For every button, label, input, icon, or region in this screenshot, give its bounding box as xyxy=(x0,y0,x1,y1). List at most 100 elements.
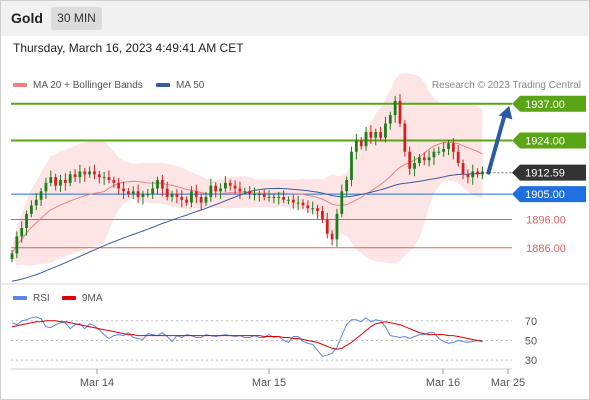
rsi-ma-label: 9MA xyxy=(82,293,103,304)
candle-body xyxy=(257,194,261,196)
legend-ma50: MA 50 xyxy=(156,80,204,91)
candle-body xyxy=(131,191,135,195)
candle-body xyxy=(427,157,431,161)
candle-body xyxy=(354,140,358,152)
candle-body xyxy=(10,253,14,260)
candle-body xyxy=(393,100,397,116)
candle-body xyxy=(238,188,242,192)
forecast-arrow-shaft xyxy=(486,111,507,175)
candle-body xyxy=(185,199,188,203)
candle-body xyxy=(122,188,125,192)
candle-body xyxy=(83,171,87,175)
timeframe-badge[interactable]: 30 MIN xyxy=(51,7,102,30)
x-tick-label-Mar-25: Mar 25 xyxy=(491,377,525,389)
level-label-1886.00: 1886.00 xyxy=(526,243,566,255)
candle-body xyxy=(170,194,174,197)
candle-body xyxy=(325,219,329,234)
candle-body xyxy=(151,188,155,195)
level-label-1937.00: 1937.00 xyxy=(525,99,565,111)
candle-body xyxy=(418,157,421,164)
candle-body xyxy=(384,123,387,138)
candle-body xyxy=(291,199,295,203)
level-label-1896.00: 1896.00 xyxy=(526,215,566,227)
ma20-swatch xyxy=(13,83,27,88)
candle-body xyxy=(165,188,169,197)
candle-body xyxy=(262,194,266,197)
x-tick-label-Mar-16: Mar 16 xyxy=(426,377,460,389)
candle-body xyxy=(107,177,111,180)
candle-body xyxy=(447,143,450,149)
candle-body xyxy=(306,205,310,209)
candle-body xyxy=(160,180,164,189)
candle-body xyxy=(25,213,28,228)
candle-body xyxy=(476,171,479,175)
candle-body xyxy=(214,185,218,192)
candle-body xyxy=(461,163,465,175)
candle-body xyxy=(345,180,349,192)
candle-body xyxy=(466,174,470,178)
candle-body xyxy=(316,208,319,212)
candle-body xyxy=(219,188,222,192)
candle-body xyxy=(359,140,363,147)
instrument-title: Gold xyxy=(11,10,43,26)
ma20-label: MA 20 + Bollinger Bands xyxy=(33,80,143,91)
legend-9ma: 9MA xyxy=(62,293,103,304)
candle-body xyxy=(194,191,198,197)
candle-body xyxy=(190,191,193,203)
rsi-tick-70: 70 xyxy=(525,316,537,328)
level-label-1912.59: 1912.59 xyxy=(525,168,565,180)
candle-body xyxy=(277,196,281,198)
candle-body xyxy=(209,185,213,197)
candle-body xyxy=(15,236,19,254)
candle-body xyxy=(97,174,101,178)
candle-body xyxy=(199,196,203,203)
candle-body xyxy=(282,196,285,200)
candle-body xyxy=(481,171,484,175)
candle-body xyxy=(432,151,436,158)
rsi-ma-swatch xyxy=(62,296,76,301)
x-tick-label-Mar-14: Mar 14 xyxy=(80,377,114,389)
candle-body xyxy=(233,185,237,189)
candle-body xyxy=(451,143,455,152)
candle-body xyxy=(442,148,446,152)
candle-body xyxy=(88,171,91,175)
credit-text: Research © 2023 Trading Central xyxy=(431,80,581,91)
chart-header: Gold 30 MIN xyxy=(0,0,590,36)
candle-body xyxy=(321,211,324,220)
candle-body xyxy=(30,205,33,214)
candle-body xyxy=(117,182,121,189)
candle-body xyxy=(175,194,179,197)
candle-body xyxy=(364,132,368,147)
candle-body xyxy=(243,191,247,193)
candle-body xyxy=(54,177,58,186)
candle-body xyxy=(374,132,378,138)
candle-body xyxy=(388,115,392,124)
candle-body xyxy=(437,151,441,153)
ma50-swatch xyxy=(156,83,170,88)
candle-body xyxy=(267,196,271,198)
candle-body xyxy=(127,191,130,195)
candle-body xyxy=(471,171,475,178)
candle-body xyxy=(39,191,43,200)
rsi-label: RSI xyxy=(33,293,50,304)
candle-body xyxy=(141,194,145,197)
candle-body xyxy=(456,151,460,164)
level-tag-pivot xyxy=(512,186,586,203)
candle-body xyxy=(63,180,67,183)
ma50-label: MA 50 xyxy=(176,80,205,91)
candle-body xyxy=(379,132,382,138)
candle-body xyxy=(340,191,344,214)
candle-body xyxy=(224,182,227,189)
candle-body xyxy=(301,202,305,206)
candle-body xyxy=(272,196,276,198)
candle-body xyxy=(398,100,402,124)
candle-body xyxy=(369,132,373,138)
level-tag-resistance xyxy=(512,132,586,149)
candle-body xyxy=(408,151,412,169)
candle-body xyxy=(59,180,62,186)
candle-body xyxy=(228,182,232,186)
candle-body xyxy=(330,233,334,240)
rsi-series-9MA xyxy=(11,320,483,350)
candle-body xyxy=(204,196,208,203)
